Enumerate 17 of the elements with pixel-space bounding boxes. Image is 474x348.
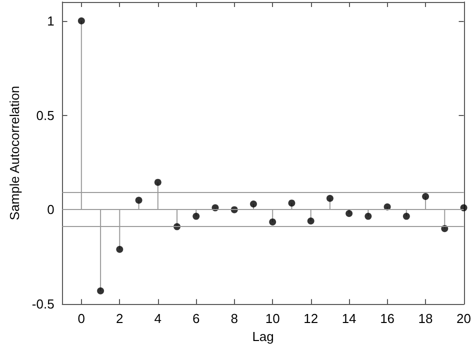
x-tick-label: 4: [154, 311, 162, 326]
y-tick-label: 1: [47, 13, 54, 28]
y-tick-label: 0: [47, 202, 54, 218]
x-tick-label: 8: [230, 311, 238, 326]
y-tick-label: -0.5: [32, 296, 54, 312]
x-tick-label: 20: [456, 311, 472, 326]
x-tick-label: 6: [192, 311, 200, 326]
x-tick-label: 0: [78, 311, 86, 326]
x-tick-label: 16: [380, 311, 395, 326]
x-tick-label: 14: [342, 311, 356, 326]
x-tick-label: 18: [418, 311, 433, 326]
x-tick-label: 2: [116, 311, 124, 326]
y-tick-label: 0.5: [36, 108, 54, 123]
x-axis-title: Lag: [252, 329, 274, 344]
x-tick-label: 12: [304, 311, 318, 326]
x-tick-label: 10: [265, 311, 280, 326]
y-axis-title: Sample Autocorrelation: [7, 86, 22, 220]
